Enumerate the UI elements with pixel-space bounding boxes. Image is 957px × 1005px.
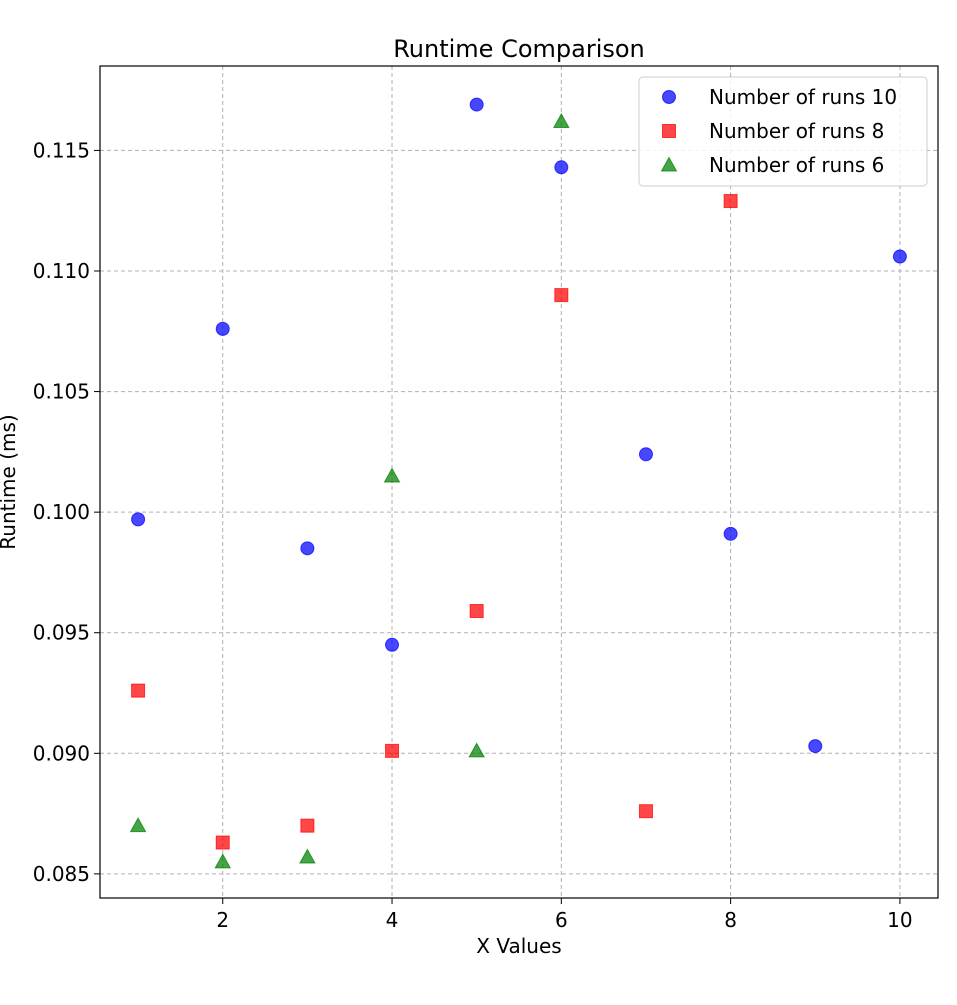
- legend-frame: [638, 76, 928, 187]
- data-point-triangle: [299, 848, 316, 864]
- data-point-circle: [638, 447, 653, 462]
- x-axis-label: X Values: [476, 934, 561, 958]
- data-point-circle: [554, 160, 569, 175]
- y-tick-label: 0.100: [33, 500, 90, 524]
- x-axis-ticks: 2 4 6 8 10: [216, 898, 913, 932]
- data-point-circle: [723, 526, 738, 541]
- data-point-circle: [215, 321, 230, 336]
- legend-label: Number of runs 10: [709, 85, 897, 109]
- data-point-triangle: [552, 112, 570, 128]
- chart-title: Runtime Comparison: [393, 35, 645, 63]
- data-point-square: [638, 804, 653, 819]
- x-tick-label: 6: [555, 908, 568, 932]
- y-tick-label: 0.085: [33, 862, 90, 886]
- data-point-triangle: [383, 467, 401, 483]
- data-point-circle: [300, 541, 315, 556]
- data-point-triangle: [129, 817, 147, 833]
- y-axis-ticks: 0.085 0.090 0.095 0.100 0.105 0.110 0.115: [33, 138, 100, 886]
- data-point-square: [131, 683, 146, 698]
- y-tick-label: 0.095: [33, 621, 90, 645]
- grid: [100, 66, 938, 898]
- data-point-square: [385, 743, 400, 758]
- data-point-square: [554, 288, 569, 303]
- legend-label: Number of runs 8: [709, 119, 884, 143]
- data-point-circle: [131, 512, 146, 527]
- data-point-square: [723, 194, 738, 209]
- x-tick-label: 2: [216, 908, 229, 932]
- data-points: [129, 97, 907, 869]
- y-tick-label: 0.090: [33, 741, 90, 765]
- legend-marker-triangle: [660, 156, 678, 172]
- x-tick-label: 10: [887, 908, 912, 932]
- data-point-circle: [892, 249, 907, 264]
- data-point-triangle: [214, 853, 232, 869]
- x-tick-label: 8: [724, 908, 737, 932]
- data-point-circle: [469, 97, 484, 112]
- data-point-square: [469, 604, 484, 619]
- data-point-circle: [808, 739, 823, 754]
- legend-label: Number of runs 6: [709, 153, 884, 177]
- x-tick-label: 4: [386, 908, 399, 932]
- y-tick-label: 0.115: [33, 138, 90, 162]
- data-point-triangle: [468, 742, 486, 758]
- plot-frame: [99, 65, 939, 899]
- legend-marker-square: [662, 124, 676, 138]
- data-point-square: [215, 835, 230, 850]
- y-tick-label: 0.110: [33, 259, 90, 283]
- data-point-square: [300, 818, 315, 833]
- y-tick-label: 0.105: [33, 380, 90, 404]
- legend: Number of runs 10 Number of runs 8 Number …: [638, 76, 928, 187]
- y-axis-label: Runtime (ms): [0, 414, 20, 549]
- data-point-circle: [385, 637, 400, 652]
- legend-marker-circle: [662, 90, 676, 104]
